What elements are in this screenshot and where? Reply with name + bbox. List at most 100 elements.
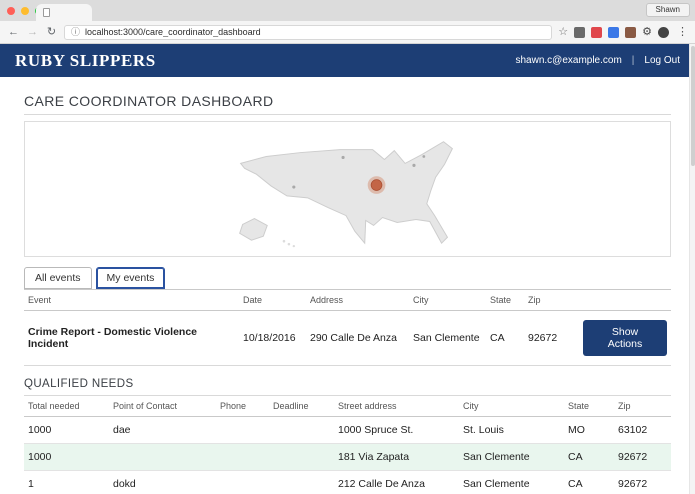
qualified-needs-title: QUALIFIED NEEDS xyxy=(24,378,134,390)
col-city: City xyxy=(409,289,486,311)
need-row: 1 dokd 212 Calle De Anza San Clemente CA… xyxy=(24,470,671,494)
event-address: 290 Calle De Anza xyxy=(306,310,409,366)
need-deadline xyxy=(269,470,334,494)
needs-header-row: Total needed Point of Contact Phone Dead… xyxy=(24,396,671,417)
events-map-panel xyxy=(24,121,671,257)
us-map xyxy=(239,141,454,248)
need-state: CA xyxy=(564,443,614,471)
col-point-of-contact: Point of Contact xyxy=(109,396,216,417)
col-zip: Zip xyxy=(614,396,671,417)
browser-tab[interactable] xyxy=(36,4,92,21)
need-deadline xyxy=(269,443,334,471)
need-row: 1000 dae 1000 Spruce St. St. Louis MO 63… xyxy=(24,416,671,444)
show-actions-button[interactable]: Show Actions xyxy=(583,320,667,356)
need-phone xyxy=(216,416,269,444)
col-address: Address xyxy=(306,289,409,311)
back-icon[interactable]: ← xyxy=(8,25,19,38)
user-email: shawn.c@example.com xyxy=(515,55,622,66)
address-bar[interactable]: ⓘ localhost:3000/care_coordinator_dashbo… xyxy=(64,24,553,40)
extension-icon-1[interactable] xyxy=(574,26,586,38)
event-date: 10/18/2016 xyxy=(239,310,306,366)
col-state: State xyxy=(564,396,614,417)
bookmark-star-icon[interactable]: ☆ xyxy=(558,25,569,38)
col-event: Event xyxy=(24,289,239,311)
header-divider: | xyxy=(631,55,635,66)
app-header: RUBY SLIPPERS shawn.c@example.com | Log … xyxy=(0,44,695,77)
event-city: San Clemente xyxy=(409,310,486,366)
col-deadline: Deadline xyxy=(269,396,334,417)
need-phone xyxy=(216,470,269,494)
col-actions xyxy=(579,289,671,311)
need-contact: dokd xyxy=(109,470,216,494)
extension-icon-2[interactable] xyxy=(591,26,603,38)
event-row: Crime Report - Domestic Violence Inciden… xyxy=(24,310,671,366)
col-state: State xyxy=(486,289,524,311)
need-city: St. Louis xyxy=(459,416,564,444)
event-state: CA xyxy=(486,310,524,366)
tab-my-events[interactable]: My events xyxy=(95,267,166,289)
events-tabs: All events My events xyxy=(24,267,671,289)
need-state: MO xyxy=(564,416,614,444)
map-marker-dot[interactable] xyxy=(422,155,426,158)
need-street: 1000 Spruce St. xyxy=(334,416,459,444)
tab-all-events[interactable]: All events xyxy=(24,267,92,289)
need-total: 1000 xyxy=(24,416,109,444)
us-map-continental xyxy=(239,141,454,245)
minimize-window-button[interactable] xyxy=(21,6,29,15)
event-marker[interactable] xyxy=(370,179,383,191)
brand-logo[interactable]: RUBY SLIPPERS xyxy=(15,50,156,70)
title-divider xyxy=(24,114,671,115)
map-marker-dot[interactable] xyxy=(341,155,345,160)
need-street: 181 Via Zapata xyxy=(334,443,459,471)
need-contact xyxy=(109,443,216,471)
event-zip: 92672 xyxy=(524,310,579,366)
browser-menu-icon[interactable]: ⋮ xyxy=(677,25,688,38)
page-scrollbar[interactable] xyxy=(689,44,695,494)
need-total: 1000 xyxy=(24,443,109,471)
need-city: San Clemente xyxy=(459,470,564,494)
map-marker-dot[interactable] xyxy=(412,163,416,167)
site-info-icon[interactable]: ⓘ xyxy=(71,26,81,37)
tab-favicon-icon xyxy=(43,8,50,17)
need-zip: 92672 xyxy=(614,443,671,471)
need-state: CA xyxy=(564,470,614,494)
browser-tab-strip: Shawn xyxy=(0,0,695,21)
col-total-needed: Total needed xyxy=(24,396,109,417)
need-total: 1 xyxy=(24,470,109,494)
col-street-address: Street address xyxy=(334,396,459,417)
col-phone: Phone xyxy=(216,396,269,417)
extension-icon-4[interactable] xyxy=(625,26,637,38)
need-zip: 92672 xyxy=(614,470,671,494)
qualified-needs-table: Total needed Point of Contact Phone Dead… xyxy=(24,396,671,494)
col-zip: Zip xyxy=(524,289,579,311)
map-marker-dot[interactable] xyxy=(292,185,296,189)
dashboard-main: CARE COORDINATOR DASHBOARD All events My… xyxy=(0,77,695,494)
forward-icon[interactable]: → xyxy=(27,25,38,38)
url-text: localhost:3000/care_coordinator_dashboar… xyxy=(85,27,261,37)
need-deadline xyxy=(269,416,334,444)
us-map-alaska xyxy=(239,217,268,241)
events-header-row: Event Date Address City State Zip xyxy=(24,289,671,311)
page-title: CARE COORDINATOR DASHBOARD xyxy=(24,93,274,109)
need-contact: dae xyxy=(109,416,216,444)
need-street: 212 Calle De Anza xyxy=(334,470,459,494)
settings-extension-icon[interactable]: ⚙ xyxy=(642,25,652,38)
extension-icon-5[interactable] xyxy=(658,26,669,38)
us-map-hawaii xyxy=(282,239,286,243)
scrollbar-thumb[interactable] xyxy=(691,46,695,166)
qualified-needs-divider xyxy=(24,395,671,396)
need-row: 1000 181 Via Zapata San Clemente CA 9267… xyxy=(24,443,671,471)
need-city: San Clemente xyxy=(459,443,564,471)
close-window-button[interactable] xyxy=(7,6,15,15)
us-map-hawaii xyxy=(292,244,296,248)
reload-icon[interactable]: ↻ xyxy=(46,25,57,38)
col-date: Date xyxy=(239,289,306,311)
browser-toolbar: ← → ↻ ⓘ localhost:3000/care_coordinator_… xyxy=(0,21,695,44)
col-city: City xyxy=(459,396,564,417)
logout-link[interactable]: Log Out xyxy=(644,55,680,66)
need-phone xyxy=(216,443,269,471)
us-map-hawaii xyxy=(287,242,291,246)
browser-profile-badge[interactable]: Shawn xyxy=(645,3,690,17)
events-table: Event Date Address City State Zip Crime … xyxy=(24,289,671,366)
extension-icon-3[interactable] xyxy=(608,26,620,38)
